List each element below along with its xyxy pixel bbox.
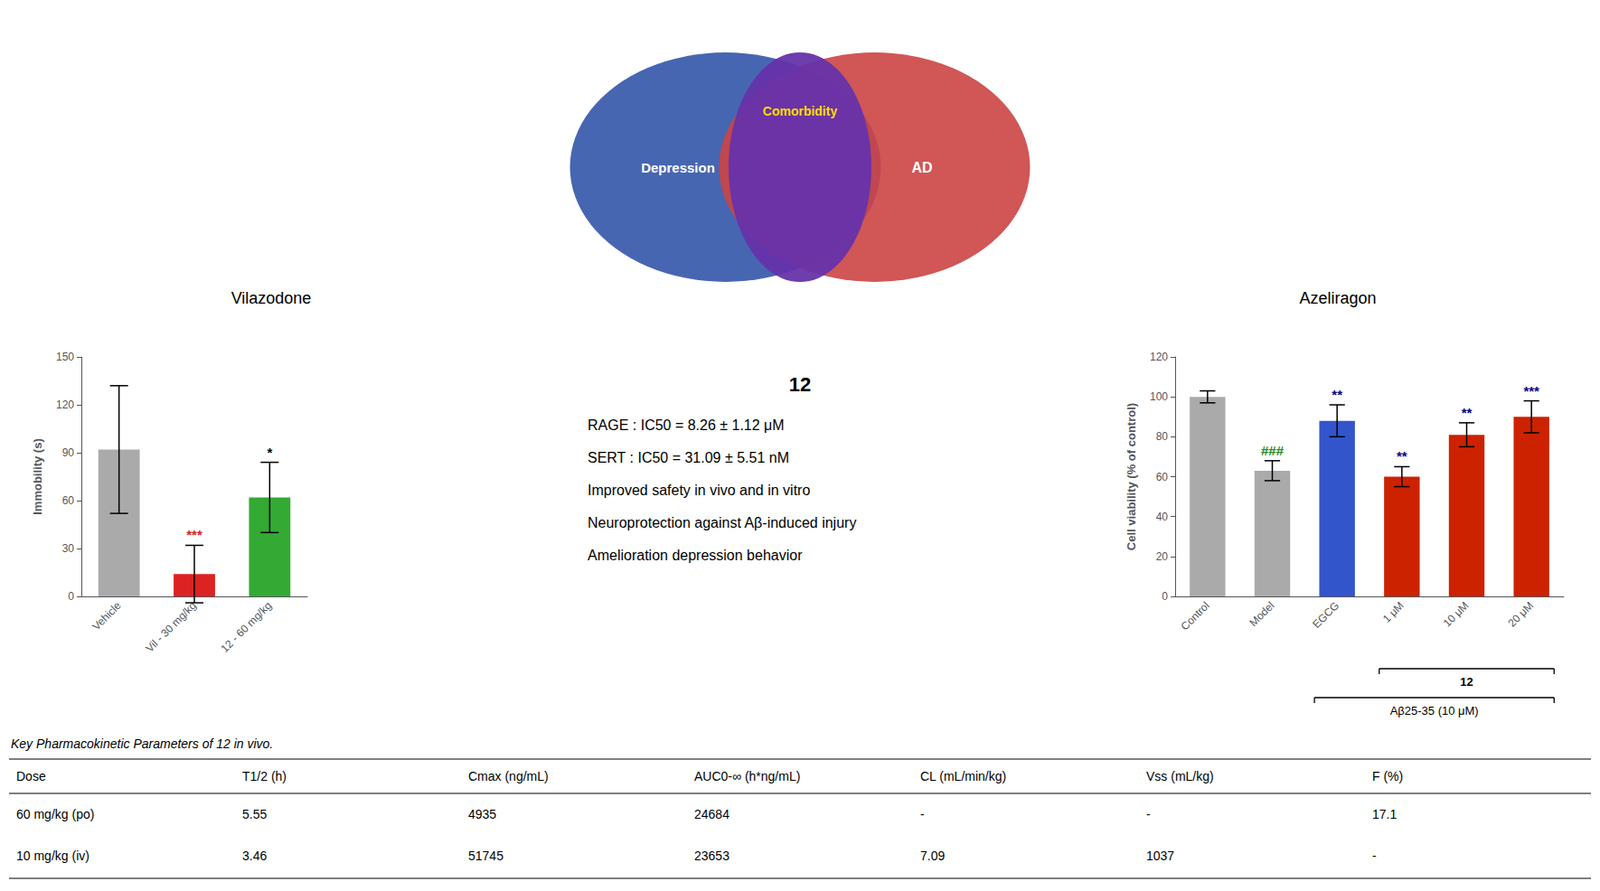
svg-text:Cell viability (% of control): Cell viability (% of control) (1124, 403, 1139, 551)
svg-text:3.46: 3.46 (242, 848, 267, 864)
svg-text:30: 30 (62, 542, 76, 556)
svg-text:Depression: Depression (640, 160, 716, 176)
svg-text:150: 150 (56, 350, 75, 364)
svg-text:24684: 24684 (694, 807, 730, 822)
svg-text:SERT : IC50 = 31.09 ± 5.51 nM: SERT : IC50 = 31.09 ± 5.51 nM (587, 450, 790, 466)
svg-text:10 mg/kg (iv): 10 mg/kg (iv) (16, 848, 90, 864)
svg-text:Vil - 30 mg/kg: Vil - 30 mg/kg (142, 599, 199, 656)
svg-text:**: ** (1461, 404, 1473, 421)
svg-text:Control: Control (1178, 599, 1213, 633)
svg-text:Azeliragon: Azeliragon (1298, 289, 1376, 308)
svg-text:***: *** (186, 527, 203, 543)
svg-text:-: - (1372, 848, 1377, 864)
svg-text:-: - (1146, 807, 1151, 822)
svg-text:23653: 23653 (694, 848, 730, 864)
svg-text:RAGE : IC50 = 8.26 ± 1.12 μM: RAGE : IC50 = 8.26 ± 1.12 μM (587, 417, 785, 433)
svg-text:###: ### (1261, 442, 1285, 459)
svg-text:***: *** (1523, 383, 1540, 399)
svg-text:-: - (920, 807, 925, 822)
svg-text:EGCG: EGCG (1309, 599, 1342, 631)
svg-text:40: 40 (1156, 510, 1169, 524)
svg-text:17.1: 17.1 (1372, 807, 1397, 822)
svg-text:Vss (mL/kg): Vss (mL/kg) (1146, 769, 1215, 784)
svg-text:60 mg/kg (po): 60 mg/kg (po) (16, 807, 95, 822)
svg-text:20 μM: 20 μM (1505, 599, 1536, 631)
svg-text:20: 20 (1156, 550, 1169, 564)
svg-text:**: ** (1331, 386, 1343, 403)
svg-text:1 μM: 1 μM (1380, 599, 1407, 626)
svg-text:100: 100 (1149, 390, 1168, 404)
svg-text:AUC0-∞ (h*ng/mL): AUC0-∞ (h*ng/mL) (694, 769, 800, 784)
svg-text:F (%): F (%) (1372, 769, 1403, 784)
svg-text:Aβ25-35 (10 μM): Aβ25-35 (10 μM) (1390, 704, 1479, 718)
svg-text:*: * (266, 444, 273, 461)
svg-text:Comorbidity: Comorbidity (762, 103, 838, 119)
svg-text:**: ** (1396, 448, 1408, 464)
svg-text:12: 12 (789, 373, 811, 396)
svg-text:60: 60 (1156, 470, 1169, 484)
svg-text:0: 0 (1161, 590, 1168, 603)
svg-text:90: 90 (62, 446, 76, 460)
svg-text:Key Pharmacokinetic Parameters: Key Pharmacokinetic Parameters of 12 in … (10, 736, 273, 752)
svg-text:80: 80 (1156, 430, 1169, 443)
svg-text:120: 120 (56, 398, 75, 412)
svg-text:Dose: Dose (16, 769, 47, 784)
svg-text:Neuroprotection against Aβ-ind: Neuroprotection against Aβ-induced injur… (587, 515, 857, 531)
svg-text:4935: 4935 (468, 807, 497, 822)
svg-text:Model: Model (1246, 599, 1277, 630)
svg-text:12: 12 (1459, 675, 1473, 689)
svg-text:Cmax (ng/mL): Cmax (ng/mL) (468, 769, 549, 784)
svg-text:51745: 51745 (468, 848, 504, 864)
svg-text:5.55: 5.55 (242, 807, 267, 822)
svg-text:Vilazodone: Vilazodone (231, 289, 312, 308)
svg-text:12 - 60 mg/kg: 12 - 60 mg/kg (218, 599, 275, 656)
svg-text:CL (mL/min/kg): CL (mL/min/kg) (920, 769, 1007, 784)
svg-text:10 μM: 10 μM (1440, 599, 1472, 631)
svg-text:1037: 1037 (1146, 848, 1175, 864)
svg-text:Improved safety in vivo and in: Improved safety in vivo and in vitro (587, 482, 810, 499)
svg-text:T1/2 (h): T1/2 (h) (242, 769, 287, 784)
svg-text:120: 120 (1149, 350, 1168, 364)
svg-text:Immobility (s): Immobility (s) (30, 438, 45, 516)
svg-text:0: 0 (67, 590, 75, 603)
svg-text:Vehicle: Vehicle (89, 599, 123, 633)
svg-text:7.09: 7.09 (920, 848, 945, 864)
svg-text:60: 60 (62, 494, 76, 508)
svg-text:Amelioration depression behavi: Amelioration depression behavior (587, 547, 803, 564)
svg-text:AD: AD (911, 160, 932, 176)
